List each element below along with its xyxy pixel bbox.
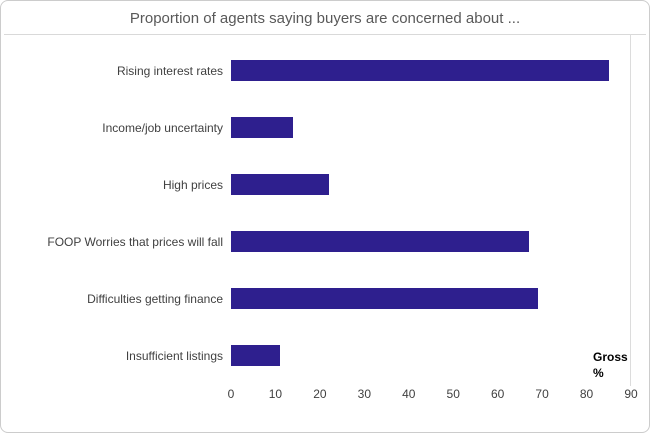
bar-row: Income/job uncertainty xyxy=(1,99,649,156)
x-tick-label: 10 xyxy=(268,387,283,401)
category-label: FOOP Worries that prices will fall xyxy=(47,234,223,249)
plot-right-border xyxy=(630,34,631,386)
axis-unit-label: Gross % xyxy=(593,350,628,381)
x-tick-label: 80 xyxy=(579,387,594,401)
bar xyxy=(231,117,294,138)
bar xyxy=(231,231,529,252)
bar-row: FOOP Worries that prices will fall xyxy=(1,213,649,270)
x-tick-label: 20 xyxy=(313,387,327,401)
bar-track xyxy=(231,174,631,195)
axis-unit-line2: % xyxy=(593,365,604,380)
category-label: Income/job uncertainty xyxy=(102,120,223,135)
bar xyxy=(231,174,329,195)
x-tick-label: 90 xyxy=(624,387,638,401)
bar-track xyxy=(231,345,631,366)
x-tick-label: 40 xyxy=(402,387,416,401)
bar xyxy=(231,345,280,366)
bar-track xyxy=(231,231,631,252)
x-tick-label: 70 xyxy=(535,387,549,401)
x-tick-label: 30 xyxy=(357,387,372,401)
bar xyxy=(231,288,538,309)
category-label: Insufficient listings xyxy=(125,348,223,363)
bar-track xyxy=(231,288,631,309)
category-label: Difficulties getting finance xyxy=(87,291,223,306)
bar-rows: Rising interest rates Income/job uncertai… xyxy=(1,35,649,384)
bar-track xyxy=(231,117,631,138)
x-tick-label: 60 xyxy=(490,387,505,401)
x-axis: 0 10 20 30 40 50 60 70 80 90 xyxy=(227,384,638,406)
bar-track xyxy=(231,60,631,81)
bar-row: Difficulties getting finance xyxy=(1,270,649,327)
chart-title: Proportion of agents saying buyers are c… xyxy=(4,1,646,35)
x-tick-label: 0 xyxy=(227,387,235,401)
x-tick-label: 50 xyxy=(446,387,460,401)
bar xyxy=(231,60,609,81)
bar-row: Insufficient listings xyxy=(1,327,649,384)
axis-unit-line1: Gross xyxy=(593,350,628,364)
bar-row: Rising interest rates xyxy=(1,42,649,99)
category-label: High prices xyxy=(162,177,223,192)
category-label: Rising interest rates xyxy=(116,63,223,78)
bar-row: High prices xyxy=(1,156,649,213)
